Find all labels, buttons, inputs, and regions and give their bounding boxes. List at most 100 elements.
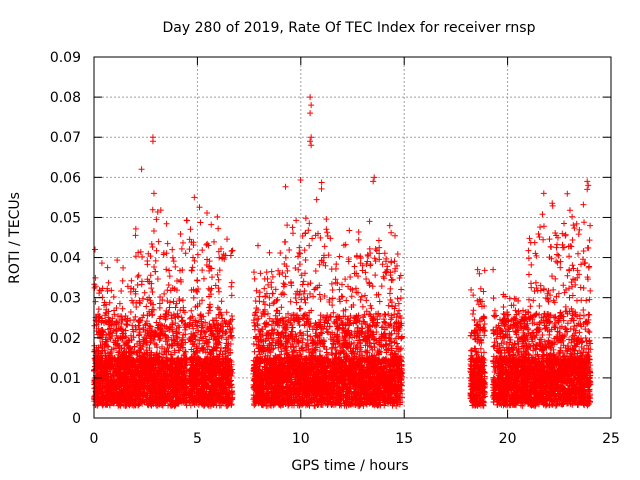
- data-point: [297, 177, 304, 184]
- data-point: [250, 269, 257, 276]
- data-point: [216, 306, 223, 313]
- data-point: [116, 394, 123, 401]
- data-point: [165, 281, 172, 288]
- data-point: [113, 327, 120, 334]
- data-point: [112, 391, 119, 398]
- data-point: [228, 279, 235, 286]
- data-point: [105, 279, 112, 286]
- data-point: [106, 401, 113, 408]
- data-point: [132, 323, 139, 330]
- data-point: [172, 263, 179, 270]
- data-point: [94, 331, 101, 338]
- data-point: [119, 277, 126, 284]
- data-point: [207, 265, 214, 272]
- data-point: [127, 317, 134, 324]
- data-point: [307, 280, 314, 287]
- data-point: [125, 400, 132, 407]
- data-point: [101, 312, 108, 319]
- data-point: [189, 264, 196, 271]
- data-point: [97, 357, 104, 364]
- data-point: [93, 327, 100, 334]
- data-point: [228, 248, 235, 255]
- data-point: [169, 246, 176, 253]
- data-point: [282, 273, 289, 280]
- data-point: [268, 268, 275, 275]
- data-point: [140, 295, 147, 302]
- data-point: [99, 393, 106, 400]
- data-point: [228, 283, 235, 290]
- data-point: [121, 339, 128, 346]
- data-point: [178, 314, 185, 321]
- data-point: [282, 254, 289, 261]
- data-point: [106, 325, 113, 332]
- data-point: [251, 275, 258, 282]
- data-point: [124, 375, 131, 382]
- data-point: [287, 298, 294, 305]
- data-point: [97, 385, 104, 392]
- data-point: [210, 238, 217, 245]
- data-point: [167, 299, 174, 306]
- data-point: [187, 226, 194, 233]
- data-point: [110, 355, 117, 362]
- data-point: [110, 327, 117, 334]
- data-point: [125, 358, 132, 365]
- data-point: [117, 364, 124, 371]
- data-point: [116, 317, 123, 324]
- data-point: [277, 250, 284, 257]
- data-point: [119, 326, 126, 333]
- data-point: [289, 230, 296, 237]
- data-point: [293, 299, 300, 306]
- data-point: [119, 387, 126, 394]
- data-point: [150, 227, 157, 234]
- data-point: [132, 232, 139, 239]
- data-point: [166, 267, 173, 274]
- data-point: [134, 273, 141, 280]
- data-point: [120, 264, 127, 271]
- data-point: [214, 304, 221, 311]
- data-point: [128, 332, 135, 339]
- data-point: [256, 289, 263, 296]
- data-point: [278, 304, 285, 311]
- data-point: [101, 347, 108, 354]
- data-point: [324, 229, 331, 236]
- data-point: [109, 315, 116, 322]
- data-point: [143, 303, 150, 310]
- data-point: [149, 244, 156, 251]
- data-point: [199, 267, 206, 274]
- data-point: [218, 298, 225, 305]
- data-point: [121, 371, 128, 378]
- data-point: [194, 251, 201, 258]
- data-point: [179, 266, 186, 273]
- data-point: [95, 394, 102, 401]
- data-point: [173, 300, 180, 307]
- data-point: [94, 347, 101, 354]
- data-point: [122, 327, 129, 334]
- data-point: [207, 287, 214, 294]
- data-point: [190, 294, 197, 301]
- data-point: [102, 361, 109, 368]
- data-point: [156, 337, 163, 344]
- data-point: [94, 402, 101, 409]
- data-point: [313, 196, 320, 203]
- data-point: [132, 225, 139, 232]
- data-point: [182, 250, 189, 257]
- data-point: [93, 321, 100, 328]
- data-point: [321, 243, 328, 250]
- data-point: [113, 305, 120, 312]
- data-point: [139, 253, 146, 260]
- data-point: [148, 285, 155, 292]
- data-point: [281, 291, 288, 298]
- data-point: [115, 349, 122, 356]
- data-point: [122, 361, 129, 368]
- data-point: [123, 378, 130, 385]
- data-point: [253, 287, 260, 294]
- data-point: [112, 337, 119, 344]
- data-point: [104, 264, 111, 271]
- data-point: [101, 364, 108, 371]
- data-point: [309, 235, 316, 242]
- data-point: [301, 287, 308, 294]
- data-point: [261, 285, 268, 292]
- data-point: [97, 369, 104, 376]
- data-point: [154, 275, 161, 282]
- data-point: [107, 380, 114, 387]
